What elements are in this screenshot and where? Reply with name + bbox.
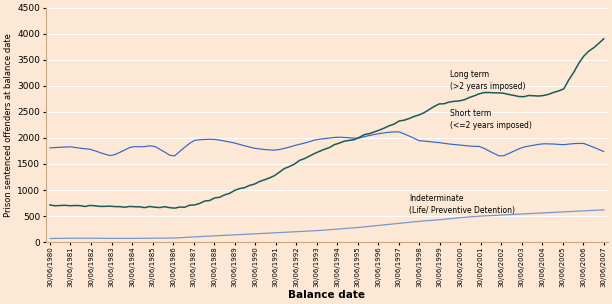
Y-axis label: Prison sentenced offenders at balance date: Prison sentenced offenders at balance da… [4, 33, 13, 217]
X-axis label: Balance date: Balance date [288, 290, 365, 300]
Text: Long term
(>2 years imposed): Long term (>2 years imposed) [450, 70, 526, 91]
Text: Short term
(<=2 years imposed): Short term (<=2 years imposed) [450, 109, 532, 130]
Text: Indeterminate
(Life/ Preventive Detention): Indeterminate (Life/ Preventive Detentio… [409, 194, 515, 215]
